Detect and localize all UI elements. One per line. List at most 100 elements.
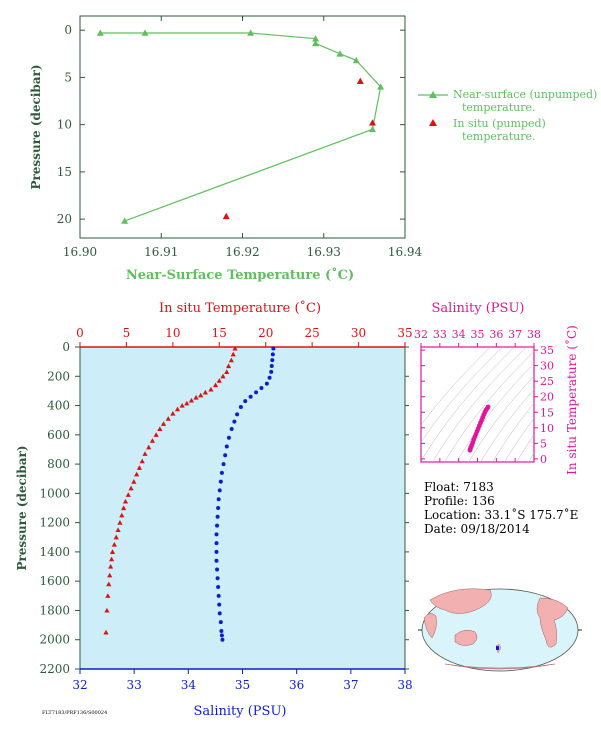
temperature-profile-point [179, 402, 185, 408]
density-contour-line [421, 347, 515, 462]
pumped-temperature-point [222, 212, 230, 220]
salinity-profile-point [229, 426, 234, 431]
legend-label-unpumped-2: temperature. [462, 101, 536, 114]
temp-tick-label: 30 [351, 326, 366, 340]
salinity-profile-point [264, 381, 269, 386]
ts-ytick-label: 10 [540, 422, 554, 435]
top-chart-series [96, 29, 385, 224]
main-chart: 0 5 10 15 20 25 30 35 32 33 34 35 36 37 38 0 200 400 600 80… [15, 300, 413, 719]
ts-chart-frame [420, 346, 535, 463]
temperature-profile-point [119, 512, 125, 518]
density-contour-line [468, 375, 534, 462]
pressure-tick-label: 2200 [39, 662, 70, 676]
map-australia [454, 629, 478, 646]
temperature-profile-point [220, 373, 226, 379]
unpumped-temperature-point [141, 29, 149, 36]
salinity-profile-point [217, 611, 222, 616]
ts-xtick-label: 33 [433, 328, 447, 341]
salinity-profile-point [215, 567, 220, 572]
temperature-profile-point [174, 406, 181, 412]
main-chart-ylabel: Pressure (decibar) [15, 445, 29, 570]
salinity-profile-point [216, 585, 221, 590]
info-profile: Profile: 136 [424, 494, 495, 508]
temp-tick-label: 15 [212, 326, 227, 340]
salinity-profile-point [254, 390, 259, 395]
top-ytick-label: 20 [57, 212, 72, 226]
temp-tick-label: 35 [397, 326, 412, 340]
salinity-tick-label: 36 [289, 678, 304, 692]
salinity-profile-point [215, 514, 220, 519]
salinity-profile-point [218, 479, 223, 484]
pressure-tick-label: 400 [47, 399, 70, 413]
ts-ytick-label: 25 [540, 375, 554, 388]
ts-ytick-label: 30 [540, 360, 554, 373]
temperature-profile-point [149, 438, 156, 443]
unpumped-temperature-point [336, 50, 344, 57]
ts-density-contours [421, 347, 534, 462]
temperature-profile-point [125, 492, 131, 497]
salinity-profile-point [221, 462, 226, 467]
temperature-profile-point [232, 345, 238, 351]
ts-chart-ylabel: In situ Temperature (˚C) [564, 325, 579, 475]
ts-xtick-label: 34 [452, 328, 466, 341]
salinity-profile-point [269, 364, 274, 369]
temperature-profile-point [134, 471, 140, 477]
salinity-profile-point [215, 523, 220, 528]
main-chart-bottom-label: Salinity (PSU) [194, 704, 287, 719]
top-xtick-label: 16.92 [225, 245, 259, 259]
salinity-profile-point [243, 399, 248, 404]
top-ytick-label: 5 [64, 70, 72, 84]
top-ytick-label: 0 [64, 23, 72, 37]
ts-xtick-label: 37 [508, 328, 522, 341]
density-contour-line [492, 402, 534, 462]
temperature-profile-point [139, 458, 145, 464]
pumped-temperature-point [369, 119, 376, 126]
ts-ytick-label: 35 [540, 344, 554, 357]
salinity-profile-point [248, 394, 253, 399]
world-map [418, 588, 582, 672]
salinity-profile-point [223, 453, 228, 458]
temperature-profile-point [105, 593, 111, 598]
pressure-tick-label: 1800 [39, 603, 70, 617]
salinity-profile-point [232, 419, 237, 424]
ts-chart: 32 33 34 35 36 37 38 0 5 10 15 20 25 30 35 Salinity (P… [414, 301, 579, 475]
salinity-profile-point [224, 444, 229, 449]
legend-marker-unpumped [429, 91, 437, 98]
salinity-profile-point [226, 435, 231, 440]
salinity-profile-point [219, 470, 224, 475]
map-asia [429, 588, 492, 614]
top-xtick-label: 16.94 [388, 245, 423, 259]
pressure-tick-label: 2000 [39, 633, 70, 647]
unpumped-temperature-point [312, 35, 320, 42]
map-antarctica [444, 663, 556, 670]
salinity-profile-point [270, 352, 275, 357]
density-contour-line [504, 418, 534, 462]
temperature-profile-point [212, 382, 219, 388]
temperature-profile-point [225, 363, 232, 369]
ts-ytick-label: 0 [540, 453, 547, 466]
top-chart-ticks: 16.90 16.91 16.92 16.93 16.94 0 5 10 15 20 [57, 16, 423, 259]
pressure-tick-label: 800 [47, 457, 70, 471]
salinity-profile-point [215, 576, 220, 581]
temperature-profile-point [160, 421, 167, 426]
pressure-tick-label: 0 [62, 340, 70, 354]
salinity-profile-point [219, 628, 224, 633]
top-xtick-label: 16.93 [307, 245, 341, 259]
top-ytick-label: 10 [57, 118, 72, 132]
salinity-profile-point [219, 633, 224, 638]
temperature-profile-point [142, 451, 148, 456]
temp-tick-label: 0 [76, 326, 84, 340]
salinity-profile-point [218, 620, 223, 625]
pressure-tick-label: 1000 [39, 486, 70, 500]
density-contour-line [516, 434, 534, 462]
pressure-tick-label: 1400 [39, 545, 70, 559]
main-chart-ticks: 0 5 10 15 20 25 30 35 32 33 34 35 36 37 38 0 200 400 600 80… [39, 326, 412, 692]
temperature-profile-point [107, 572, 113, 578]
info-date: Date: 09/18/2014 [424, 522, 530, 536]
density-contour-line [444, 351, 534, 462]
temperature-profile-point [122, 498, 129, 504]
pumped-temperature-point [356, 77, 364, 84]
salinity-profile-point [270, 358, 275, 363]
temperature-profile-point [136, 465, 143, 470]
